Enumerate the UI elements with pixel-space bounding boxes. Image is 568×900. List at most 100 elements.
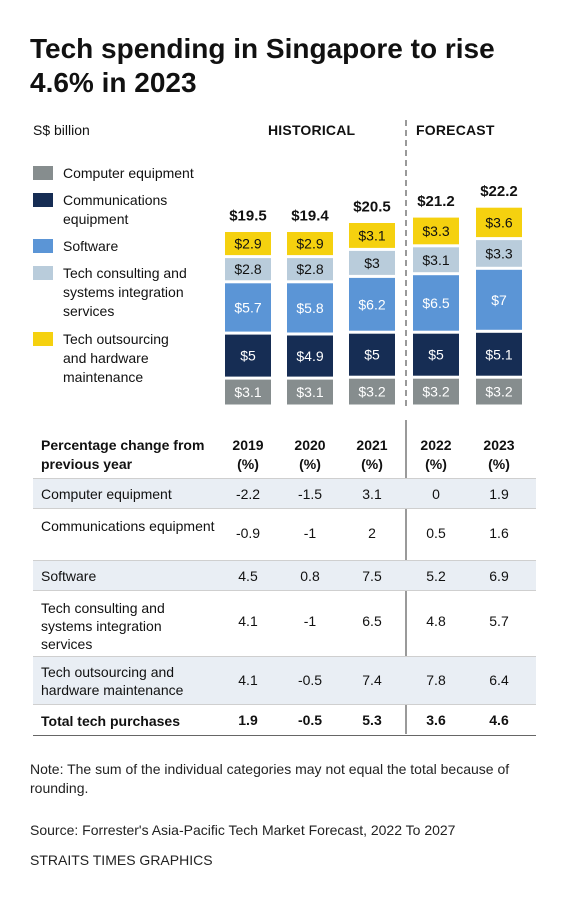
bar-segment-label: $5.1 — [485, 346, 512, 362]
table-row: Computer equipment -2.2 -1.5 3.1 0 1.9 — [33, 478, 536, 509]
legend-swatch — [33, 332, 53, 346]
table-row: Tech outsourcing and hardware maintenanc… — [33, 656, 536, 705]
bar-segment-label: $5 — [428, 347, 444, 363]
bar-total-label: $19.4 — [291, 208, 329, 225]
bar-segment-label: $3.3 — [485, 245, 512, 261]
legend-label: Software — [63, 238, 119, 254]
bar-segment — [225, 334, 271, 377]
legend-item: Software — [33, 237, 213, 256]
unit-label: S$ billion — [33, 122, 90, 138]
bar-segment-label: $2.9 — [234, 236, 261, 252]
bar-segment-label: $3.2 — [485, 384, 512, 400]
bar-segment-label: $2.8 — [296, 261, 323, 277]
bar-segment — [287, 335, 333, 377]
bar-segment — [476, 269, 522, 330]
bar-segment-label: $3.2 — [358, 384, 385, 400]
table-row-label: Total tech purchases — [41, 713, 181, 729]
bar-segment — [476, 207, 522, 238]
bar-segment-label: $3 — [364, 255, 380, 271]
bar-total-label: $20.5 — [353, 199, 391, 216]
legend-swatch — [33, 193, 53, 207]
bar-segment — [287, 379, 333, 405]
legend-swatch — [33, 266, 53, 280]
bar-segment — [349, 250, 395, 275]
bar-segment — [225, 258, 271, 281]
bar-segment-label: $5 — [364, 347, 380, 363]
bar-segment — [349, 223, 395, 248]
table-cell: -2.2 — [235, 486, 261, 502]
bar-segment — [476, 378, 522, 405]
bar-segment-label: $2.9 — [296, 236, 323, 252]
table-cell: 6.4 — [489, 672, 509, 688]
bar-segment-label: $3.6 — [485, 214, 512, 230]
table-cell: 1.6 — [489, 525, 509, 541]
chart-title: Tech spending in Singapore to rise 4.6% … — [30, 33, 495, 98]
table-row-label: Tech consulting and systems integration … — [41, 600, 165, 652]
table-row: Communications equipment -0.9 -1 2 0.5 1.6 — [33, 508, 536, 561]
table-row: Total tech purchases 1.9 -0.5 5.3 3.6 4.6 — [33, 704, 536, 736]
historical-header: HISTORICAL — [268, 122, 356, 138]
bar-segment — [413, 247, 459, 273]
bar-segment-label: $6.2 — [358, 296, 385, 312]
table-cell: -0.5 — [297, 712, 323, 728]
table-column-header: 2022 (%) — [420, 437, 452, 472]
table-cell: -0.5 — [297, 672, 323, 688]
legend-label: Tech consulting and systems integration … — [63, 265, 187, 319]
table-column-header: 2021 (%) — [356, 437, 388, 472]
bar-segment — [287, 232, 333, 256]
bar-segment — [225, 379, 271, 405]
table-row-label: Computer equipment — [41, 486, 172, 502]
bar-segment-label: $2.8 — [234, 261, 261, 277]
table-cell: 1.9 — [489, 486, 509, 502]
bar-total-label: $22.2 — [480, 183, 518, 200]
legend-label: Communications equipment — [63, 192, 168, 227]
table-row-label: Communications equipment — [41, 518, 215, 534]
bar-segment — [413, 217, 459, 245]
bar-segment-label: $3.2 — [422, 384, 449, 400]
legend-swatch — [33, 166, 53, 180]
table-row: Tech consulting and systems integration … — [33, 590, 536, 657]
table-cell: -1 — [303, 613, 317, 629]
legend-label: Computer equipment — [63, 165, 194, 181]
table-cell: 0 — [432, 486, 440, 502]
forecast-header: FORECAST — [416, 122, 495, 138]
table-cell: 5.2 — [426, 568, 446, 584]
table-column-header: 2020 (%) — [294, 437, 326, 472]
table-cell: 4.5 — [238, 568, 258, 584]
bar-segment — [225, 232, 271, 256]
bar-segment-label: $3.3 — [422, 223, 449, 239]
table-row-label: Software — [41, 568, 97, 584]
table-column-header: 2023 (%) — [483, 437, 515, 472]
table-cell: 4.1 — [238, 672, 258, 688]
table-cell: 0.5 — [426, 525, 446, 541]
bar-segment-label: $3.1 — [296, 384, 323, 400]
bar-segment-label: $3.1 — [422, 252, 449, 268]
legend-item: Tech consulting and systems integration … — [33, 264, 203, 321]
bar-segment-label: $5 — [240, 348, 256, 364]
stacked-bar-chart: $3.1 $5 $5.7 $2.8 $2.9 $19.5 $3.1 $4.9 $5.8 $2.8 $… — [225, 183, 522, 405]
bar-segment — [287, 283, 333, 333]
bar-segment-label: $5.8 — [296, 300, 323, 316]
bar-segment — [349, 277, 395, 331]
source-line: Source: Forrester's Asia-Pacific Tech Ma… — [30, 822, 456, 838]
table-column-header: 2019 (%) — [232, 437, 264, 472]
bar-segment — [349, 378, 395, 405]
legend-item: Tech outsourcing and hardware maintenanc… — [33, 330, 193, 387]
table-cell: -1.5 — [297, 486, 323, 502]
table-cell: 3.6 — [426, 712, 446, 728]
table-cell: 5.3 — [362, 712, 382, 728]
bar-segment — [225, 283, 271, 332]
bar-segment-label: $5.7 — [234, 299, 261, 315]
table-cell: 7.5 — [362, 568, 382, 584]
bar-segment-label: $3.1 — [358, 227, 385, 243]
bar-total-label: $19.5 — [229, 208, 267, 225]
bar-segment — [476, 332, 522, 376]
bar-segment-label: $4.9 — [296, 348, 323, 364]
table-cell: -0.9 — [235, 525, 261, 541]
bar-segment-label: $3.1 — [234, 384, 261, 400]
table-header: Percentage change from previous year 201… — [33, 430, 536, 478]
table-row: Software 4.5 0.8 7.5 5.2 6.9 — [33, 560, 536, 591]
bar-segment — [413, 333, 459, 376]
legend-label: Tech outsourcing and hardware maintenanc… — [63, 331, 169, 385]
bar-segment — [413, 378, 459, 405]
